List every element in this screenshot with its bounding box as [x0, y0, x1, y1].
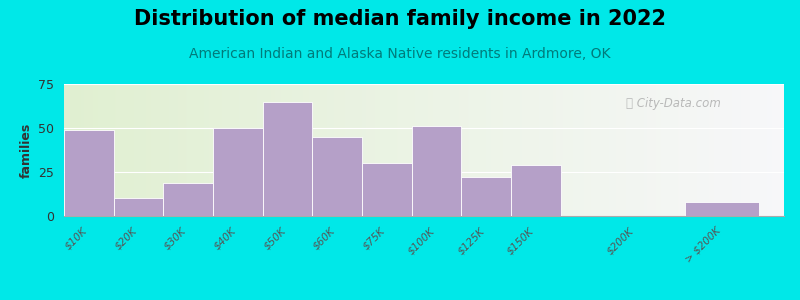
Bar — [64, 130, 114, 216]
Bar — [462, 177, 511, 216]
Bar — [312, 137, 362, 216]
Text: Ⓞ City-Data.com: Ⓞ City-Data.com — [626, 97, 721, 110]
Bar — [262, 102, 312, 216]
Text: American Indian and Alaska Native residents in Ardmore, OK: American Indian and Alaska Native reside… — [190, 46, 610, 61]
Bar — [411, 126, 462, 216]
Bar — [362, 163, 411, 216]
Y-axis label: families: families — [20, 122, 33, 178]
Bar — [213, 128, 262, 216]
Bar — [685, 202, 759, 216]
Text: Distribution of median family income in 2022: Distribution of median family income in … — [134, 9, 666, 29]
Bar — [163, 183, 213, 216]
Bar — [511, 165, 561, 216]
Bar — [114, 198, 163, 216]
